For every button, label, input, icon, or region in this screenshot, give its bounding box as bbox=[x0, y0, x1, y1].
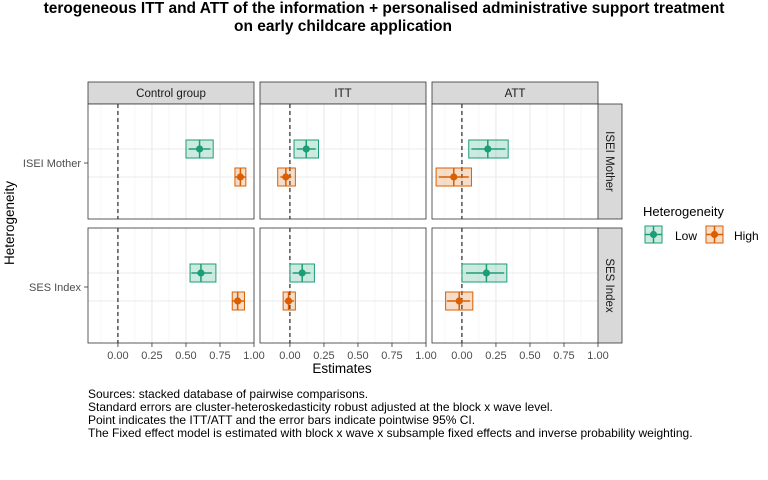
panel-border-control-group-isei-mother bbox=[87, 103, 255, 220]
x-tick-label: 0.75 bbox=[381, 350, 402, 362]
caption-line-4: The Fixed effect model is estimated with… bbox=[88, 426, 693, 440]
x-tick-label: 0.25 bbox=[313, 350, 334, 362]
legend: Heterogeneity Low High bbox=[643, 204, 759, 244]
panel-background bbox=[88, 228, 254, 343]
panel-border-itt-isei-mother bbox=[259, 103, 427, 220]
x-tick-label: 0.50 bbox=[175, 350, 196, 362]
panel-border-control-group-ses-index bbox=[87, 227, 255, 344]
x-tick-label: 0.75 bbox=[553, 350, 574, 362]
x-tick-label: 0.00 bbox=[279, 350, 300, 362]
plot-area: Control group ITT ATT ISEI Mother SES Index I… bbox=[23, 81, 623, 362]
chart-title-line-2: on early childcare application bbox=[234, 18, 452, 35]
x-tick-label: 0.75 bbox=[209, 350, 230, 362]
panel-background bbox=[260, 104, 426, 219]
panel-border-itt-ses-index bbox=[259, 227, 427, 344]
y-tick-label-isei-mother: ISEI Mother bbox=[23, 158, 81, 170]
facet-strip-label-att: ATT bbox=[505, 88, 526, 100]
x-tick-label: 0.50 bbox=[347, 350, 368, 362]
caption-line-2: Standard errors are cluster-heteroskedas… bbox=[88, 400, 553, 414]
x-axis-title: Estimates bbox=[312, 361, 372, 376]
legend-title: Heterogeneity bbox=[643, 204, 724, 219]
chart-title-line-1: terogeneous ITT and ATT of the informati… bbox=[44, 0, 725, 17]
x-tick-label: 1.00 bbox=[415, 350, 436, 362]
mark-control-group-isei-mother-low-point bbox=[195, 145, 204, 153]
facet-row-strip-label-isei-mother: ISEI Mother bbox=[603, 131, 615, 192]
legend-key-low-point bbox=[649, 230, 658, 239]
panel-background bbox=[260, 228, 426, 343]
caption-line-3: Point indicates the ITT/ATT and the erro… bbox=[88, 413, 475, 427]
panel-border-att-isei-mother bbox=[431, 103, 599, 220]
panel-background bbox=[432, 104, 598, 219]
facet-row-strip-isei-mother bbox=[597, 103, 623, 220]
x-tick-label: 1.00 bbox=[243, 350, 264, 362]
mark-att-ses-index-low-point bbox=[482, 269, 491, 277]
panel-background bbox=[88, 104, 254, 219]
x-tick-label: 0.50 bbox=[519, 350, 540, 362]
mark-att-isei-mother-high-point bbox=[450, 173, 458, 181]
y-tick-label-ses-index: SES Index bbox=[29, 282, 81, 294]
mark-itt-ses-index-low-point bbox=[298, 269, 306, 277]
facet-strip-label-control-group: Control group bbox=[136, 88, 206, 100]
panel-border-att-ses-index bbox=[431, 227, 599, 344]
facet-strip-label-itt: ITT bbox=[334, 88, 351, 100]
x-tick-label: 0.25 bbox=[485, 350, 506, 362]
x-tick-label: 0.00 bbox=[107, 350, 128, 362]
mark-control-group-isei-mother-high-point bbox=[236, 173, 244, 181]
mark-control-group-ses-index-high-point bbox=[234, 297, 242, 305]
legend-label-low: Low bbox=[675, 229, 697, 243]
caption: Sources: stacked database of pairwise co… bbox=[88, 387, 693, 440]
x-tick-label: 0.25 bbox=[141, 350, 162, 362]
facet-row-strip-label-ses-index: SES Index bbox=[603, 258, 615, 313]
mark-control-group-ses-index-low-point bbox=[197, 269, 205, 277]
caption-line-1: Sources: stacked database of pairwise co… bbox=[88, 387, 368, 401]
mark-itt-ses-index-high-point bbox=[284, 297, 293, 305]
legend-key-high-point bbox=[710, 230, 719, 239]
mark-itt-isei-mother-low-point bbox=[302, 145, 310, 153]
x-tick-label: 1.00 bbox=[587, 350, 608, 362]
panel-background bbox=[432, 228, 598, 343]
x-tick-label: 0.00 bbox=[451, 350, 472, 362]
legend-label-high: High bbox=[734, 229, 759, 243]
mark-att-isei-mother-low-point bbox=[484, 145, 492, 153]
mark-att-ses-index-high-point bbox=[455, 297, 463, 305]
mark-itt-isei-mother-high-point bbox=[282, 173, 290, 181]
y-axis-title: Heterogeneity bbox=[2, 181, 17, 265]
